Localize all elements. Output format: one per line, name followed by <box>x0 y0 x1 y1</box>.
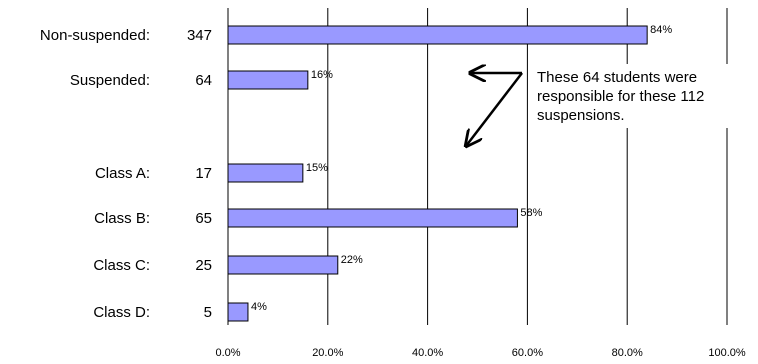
annotation-text: responsible for these 112 <box>537 88 704 105</box>
x-tick-label: 0.0% <box>215 347 240 359</box>
category-label: Class A: <box>95 165 150 182</box>
bar <box>227 70 309 90</box>
category-label: Class C: <box>93 257 150 274</box>
value-label: 16% <box>311 69 333 81</box>
x-tick-label: 40.0% <box>412 347 443 359</box>
count-label: 5 <box>204 304 212 321</box>
count-label: 65 <box>195 210 212 227</box>
x-tick-label: 80.0% <box>612 347 643 359</box>
value-label: 58% <box>520 207 542 219</box>
bar <box>227 25 648 45</box>
count-label: 25 <box>195 257 212 274</box>
value-label: 22% <box>341 254 363 266</box>
count-label: 347 <box>187 27 212 44</box>
x-tick-label: 60.0% <box>512 347 543 359</box>
value-label: 4% <box>251 301 267 313</box>
bar <box>227 208 518 228</box>
category-label: Class D: <box>93 304 150 321</box>
count-label: 17 <box>195 165 212 182</box>
annotation-background <box>532 64 737 128</box>
value-label: 84% <box>650 24 672 36</box>
annotation-text: These 64 students were <box>537 69 697 86</box>
bar <box>227 302 249 322</box>
category-label: Suspended: <box>70 72 150 89</box>
bar <box>227 163 304 183</box>
annotation-arrow <box>466 72 523 146</box>
count-label: 64 <box>195 72 212 89</box>
category-label: Non-suspended: <box>40 27 150 44</box>
annotation-text: suspensions. <box>537 107 625 124</box>
value-label: 15% <box>306 162 328 174</box>
x-tick-label: 20.0% <box>312 347 343 359</box>
x-tick-label: 100.0% <box>708 347 746 359</box>
bar <box>227 255 339 275</box>
category-label: Class B: <box>94 210 150 227</box>
